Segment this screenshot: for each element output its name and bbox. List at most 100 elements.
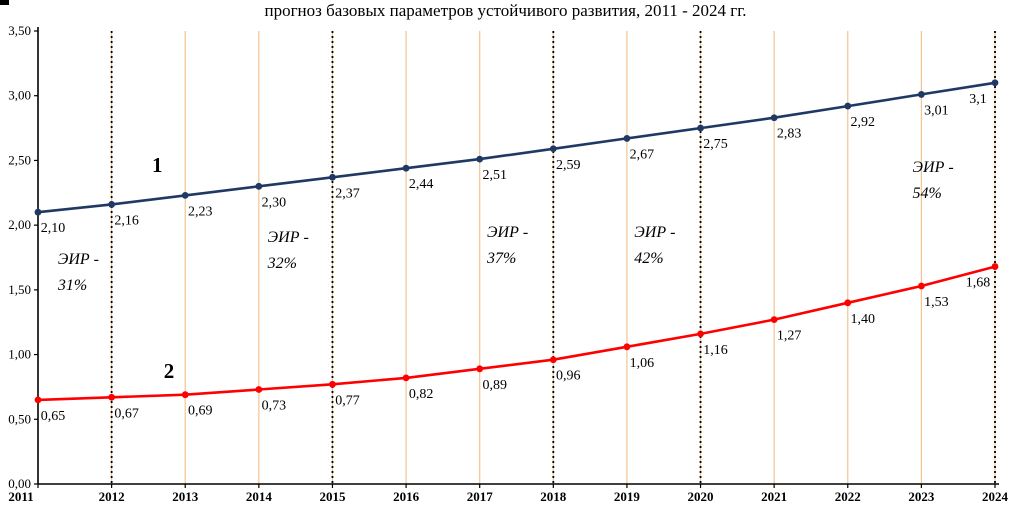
- point-label: 0,82: [409, 387, 434, 402]
- point-label: 0,96: [556, 369, 581, 384]
- data-point: [844, 102, 852, 110]
- point-label: 2,83: [777, 127, 802, 142]
- data-point: [476, 365, 484, 373]
- data-point: [402, 374, 410, 382]
- data-point: [991, 263, 999, 270]
- point-label: 1,16: [703, 343, 728, 358]
- scan-artifact: [0, 0, 9, 5]
- point-label: 2,59: [556, 158, 581, 173]
- point-label: 0,77: [335, 393, 360, 408]
- x-tick-label: 2012: [99, 489, 125, 504]
- annotation-text: ЭИР -: [913, 159, 954, 176]
- x-tick-label: 2013: [172, 489, 199, 504]
- data-point: [770, 114, 778, 122]
- chart-title: прогноз базовых параметров устойчивого р…: [264, 1, 747, 20]
- x-tick-label: 2024: [982, 489, 1009, 504]
- series-line: [37, 81, 996, 214]
- point-label: 0,73: [262, 399, 287, 414]
- data-point: [623, 135, 631, 142]
- series-1: 2,10 2,16 2,23 2,30 2,37 2,44 2,51 2,59 2,67 2,75…: [34, 79, 999, 236]
- series-2: 0,65 0,67 0,69 0,73 0,77 0,82 0,89 0,96 1,06 1,16…: [34, 263, 999, 424]
- data-point: [549, 145, 557, 153]
- point-label: 2,51: [482, 168, 507, 183]
- y-tick-label: 3,50: [8, 23, 31, 38]
- point-label: 2,75: [703, 137, 728, 152]
- point-label: 0,89: [482, 378, 507, 393]
- point-label: 1,40: [851, 312, 876, 327]
- point-label: 2,37: [335, 186, 360, 201]
- annotation-text: 54%: [913, 185, 942, 202]
- x-tick-label: 2015: [319, 489, 346, 504]
- x-tick-label: 2014: [246, 489, 273, 504]
- data-point: [917, 282, 925, 290]
- data-point: [34, 208, 42, 216]
- data-point: [255, 182, 263, 190]
- point-label: 3,1: [969, 92, 987, 107]
- axes: 0,00 0,50 1,00 1,50 2,00 2,50 3,00 3,50 2011 2012…: [8, 23, 1008, 504]
- annotation-text: 32%: [267, 255, 297, 272]
- annotations: ЭИР - 31% ЭИР - 32% ЭИР - 37% ЭИР - 42% ЭИР - 54%: [57, 159, 954, 294]
- y-tick-label: 0,00: [8, 476, 31, 491]
- series-number-label: 2: [164, 359, 175, 383]
- data-point: [917, 91, 925, 98]
- y-tick-label: 0,50: [8, 411, 31, 426]
- y-tick-label: 1,50: [8, 282, 31, 297]
- point-label: 2,30: [262, 195, 287, 210]
- annotation-text: 31%: [57, 277, 87, 294]
- data-point: [255, 386, 263, 393]
- data-point: [402, 164, 410, 172]
- point-label: 2,92: [851, 115, 876, 130]
- point-label: 1,68: [966, 276, 991, 291]
- point-label: 1,27: [777, 329, 802, 344]
- x-tick-label: 2016: [393, 489, 420, 504]
- point-label: 1,06: [630, 356, 655, 371]
- point-label: 2,23: [188, 204, 213, 219]
- data-point: [329, 380, 336, 388]
- data-point: [697, 330, 704, 338]
- point-label: 0,67: [114, 406, 139, 421]
- data-point: [34, 396, 42, 404]
- data-point: [844, 299, 852, 307]
- x-tick-label: 2019: [614, 489, 641, 504]
- point-label: 3,01: [924, 103, 949, 118]
- annotation-text: ЭИР -: [487, 224, 528, 241]
- x-tick-label: 2020: [688, 489, 714, 504]
- annotation-text: ЭИР -: [268, 229, 309, 246]
- annotation-text: 42%: [634, 250, 663, 267]
- data-point: [623, 343, 631, 351]
- y-tick-label: 2,00: [8, 217, 31, 232]
- series-number-label: 1: [152, 153, 163, 177]
- annotation-text: ЭИР -: [58, 251, 99, 268]
- data-point: [697, 124, 704, 132]
- point-label: 2,44: [409, 177, 434, 192]
- x-tick-label: 2018: [540, 489, 567, 504]
- annotation-text: ЭИР -: [634, 224, 675, 241]
- x-tick-label: 2022: [835, 489, 861, 504]
- dotted-marker-lines: [110, 31, 996, 484]
- point-label: 2,16: [114, 213, 139, 228]
- data-point: [991, 79, 999, 87]
- point-label: 2,67: [630, 147, 655, 162]
- data-point: [181, 191, 189, 199]
- data-point: [329, 173, 336, 181]
- series-line: [37, 265, 996, 402]
- point-label: 0,65: [41, 409, 66, 424]
- data-point: [108, 201, 116, 208]
- y-tick-label: 1,00: [8, 347, 31, 362]
- x-tick-label: 2021: [761, 489, 787, 504]
- data-point: [108, 393, 116, 401]
- point-label: 0,69: [188, 404, 213, 419]
- x-tick-label: 2023: [908, 489, 935, 504]
- x-tick-label: 2011: [8, 489, 33, 504]
- point-label: 1,53: [924, 295, 949, 310]
- annotation-text: 37%: [486, 250, 516, 267]
- x-tick-label: 2017: [467, 489, 494, 504]
- data-point: [476, 155, 484, 163]
- y-tick-label: 3,00: [8, 88, 31, 103]
- data-point: [549, 356, 557, 364]
- y-tick-label: 2,50: [8, 152, 31, 167]
- data-point: [181, 391, 189, 399]
- point-label: 2,10: [41, 221, 66, 236]
